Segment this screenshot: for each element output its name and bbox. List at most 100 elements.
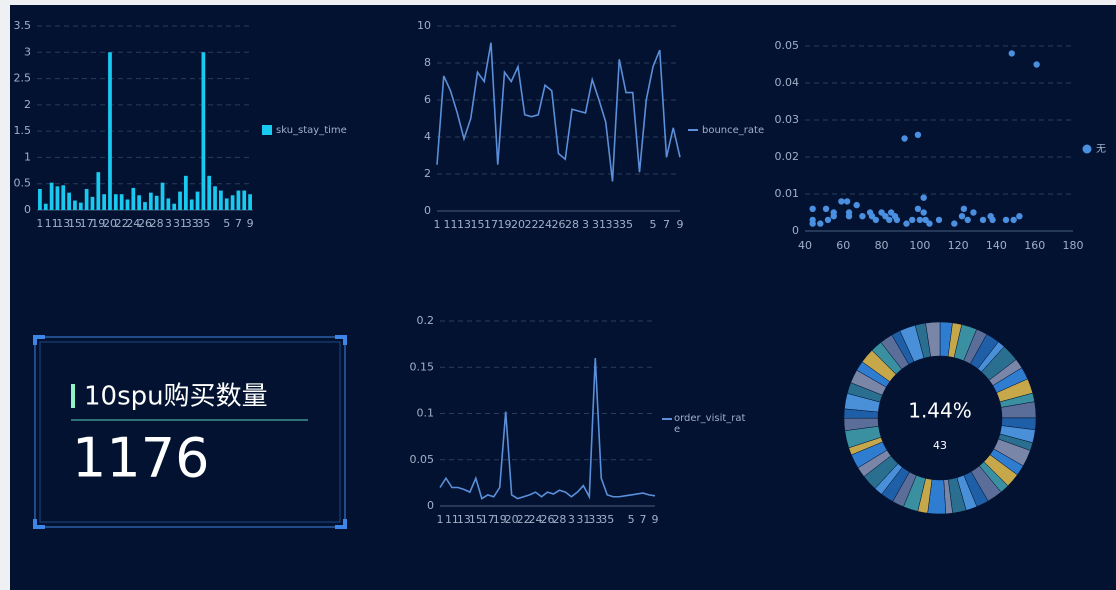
x-tick-label: 28 <box>552 513 566 526</box>
scatter-point <box>903 220 910 227</box>
bar <box>131 187 136 210</box>
x-tick-label: 24 <box>538 218 552 231</box>
x-tick-label: 3 <box>582 218 589 231</box>
line <box>436 42 681 182</box>
x-tick-label: 20 <box>103 217 117 230</box>
bar <box>119 194 124 210</box>
bar <box>160 182 165 210</box>
scatter-point <box>964 216 971 224</box>
y-tick-label: 0.05 <box>775 39 800 52</box>
y-tick-label: 3 <box>24 45 31 58</box>
bar <box>219 190 223 210</box>
scatter-point <box>901 135 908 142</box>
x-tick-label: 31 <box>173 217 187 230</box>
y-tick-label: 3.5 <box>14 19 32 32</box>
bar <box>242 190 247 210</box>
scatter-point <box>822 205 830 212</box>
scatter-point <box>893 216 901 224</box>
x-tick-label: 28 <box>565 218 579 231</box>
x-tick-label: 120 <box>948 239 969 252</box>
y-tick-label: 0 <box>424 204 431 217</box>
bar <box>84 188 89 210</box>
y-tick-label: 2 <box>424 167 431 180</box>
bar <box>73 200 77 210</box>
x-tick-label: 1 <box>36 217 43 230</box>
y-tick-label: 1.5 <box>14 124 32 137</box>
x-tick-label: 9 <box>677 218 684 231</box>
scatter-point <box>886 216 893 224</box>
kpi-title: 10spu购买数量 <box>84 382 268 412</box>
donut-center-label: 43 <box>933 439 947 452</box>
x-tick-label: 33 <box>185 217 199 230</box>
x-tick-label: 19 <box>493 513 507 526</box>
x-tick-label: 22 <box>525 218 539 231</box>
bar <box>96 172 101 210</box>
y-tick-label: 0 <box>792 224 799 237</box>
legend-label: sku_stay_time <box>276 125 347 136</box>
bar <box>143 202 147 210</box>
legend-label: bounce_rate <box>702 125 764 136</box>
x-tick-label: 13 <box>457 513 471 526</box>
bar <box>55 186 60 210</box>
x-tick-label: 1 <box>434 218 441 231</box>
y-tick-label: 0.02 <box>775 150 800 163</box>
y-tick-label: 4 <box>424 130 431 143</box>
x-tick-label: 26 <box>138 217 152 230</box>
x-tick-label: 35 <box>196 217 210 230</box>
y-tick-label: 0.03 <box>775 113 800 126</box>
x-tick-label: 160 <box>1024 239 1045 252</box>
bar <box>61 185 66 210</box>
x-tick-label: 15 <box>471 218 485 231</box>
x-tick-label: 35 <box>619 218 633 231</box>
scatter-point <box>859 213 866 220</box>
scatter-point <box>920 209 927 216</box>
x-tick-label: 11 <box>444 218 458 231</box>
bar <box>248 194 252 210</box>
y-tick-label: 0.15 <box>410 360 435 373</box>
scatter-point <box>909 216 916 224</box>
x-tick-label: 22 <box>115 217 129 230</box>
legend-symbol <box>1082 144 1092 154</box>
scatter-point <box>853 201 860 209</box>
bar <box>38 188 42 210</box>
bar <box>195 191 200 210</box>
bar <box>148 192 153 210</box>
y-tick-label: 0.2 <box>417 314 435 327</box>
scatter-point <box>914 131 922 138</box>
donut-center-value: 1.44% <box>908 399 972 423</box>
x-tick-label: 24 <box>126 217 140 230</box>
scatter-point <box>1002 216 1010 224</box>
x-tick-label: 15 <box>469 513 483 526</box>
scatter-point <box>926 220 933 227</box>
x-tick-label: 140 <box>986 239 1007 252</box>
scatter-point <box>845 213 853 220</box>
y-tick-label: 0 <box>24 203 31 216</box>
y-tick-label: 6 <box>424 93 431 106</box>
scatter-point <box>935 216 943 224</box>
y-tick-label: 0.01 <box>775 187 800 200</box>
line <box>439 357 656 500</box>
scatter-point <box>1016 213 1023 220</box>
x-tick-label: 33 <box>606 218 620 231</box>
x-tick-label: 31 <box>576 513 590 526</box>
bar <box>166 198 171 210</box>
scatter-point <box>830 213 837 220</box>
x-tick-label: 20 <box>505 513 519 526</box>
x-tick-label: 33 <box>588 513 602 526</box>
x-tick-label: 22 <box>517 513 531 526</box>
bar <box>67 192 71 210</box>
scatter-point <box>970 209 977 216</box>
scatter-point <box>979 216 987 224</box>
bar <box>172 203 177 210</box>
bar <box>108 52 112 211</box>
legend-label: 无 <box>1096 144 1106 155</box>
x-tick-label: 13 <box>457 218 471 231</box>
x-tick-label: 7 <box>235 217 242 230</box>
bar <box>236 190 241 210</box>
y-tick-label: 1 <box>24 150 31 163</box>
y-tick-label: 10 <box>417 19 431 32</box>
bar <box>189 199 194 210</box>
x-tick-label: 7 <box>640 513 647 526</box>
bar <box>49 182 54 210</box>
